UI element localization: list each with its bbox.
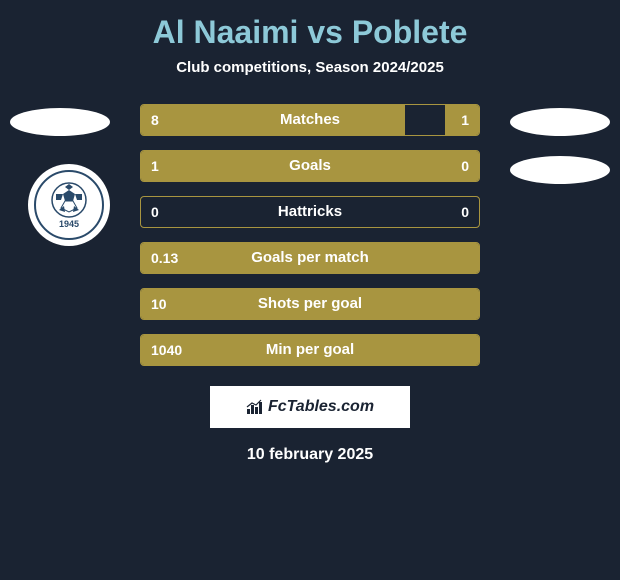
stat-row: 10Shots per goal	[140, 288, 480, 320]
club-badge-left: 1945	[28, 164, 110, 246]
player-badge-right	[510, 108, 610, 136]
stat-label: Min per goal	[141, 335, 479, 365]
stat-row: 0.13Goals per match	[140, 242, 480, 274]
stat-row: 10Goals	[140, 150, 480, 182]
stat-label: Hattricks	[141, 197, 479, 227]
subtitle: Club competitions, Season 2024/2025	[0, 59, 620, 76]
stat-label: Goals per match	[141, 243, 479, 273]
stat-row: 1040Min per goal	[140, 334, 480, 366]
club-badge-left-inner: 1945	[34, 170, 104, 240]
stats-area: 81Matches 10Goals 00Hattricks 0.13Goals per…	[140, 104, 480, 366]
page-title: Al Naaimi vs Poblete	[0, 0, 620, 51]
stat-label: Matches	[141, 105, 479, 135]
chart-icon	[246, 399, 264, 415]
stat-label: Shots per goal	[141, 289, 479, 319]
footer-brand: FcTables.com	[210, 386, 410, 428]
stat-row: 00Hattricks	[140, 196, 480, 228]
club-badge-right	[510, 156, 610, 184]
content-area: 1945 81Matches 10Goals 00Hattricks 0.13Goal…	[0, 104, 620, 366]
soccer-ball-icon	[51, 182, 87, 218]
club-year-left: 1945	[59, 219, 79, 229]
stat-label: Goals	[141, 151, 479, 181]
stat-row: 81Matches	[140, 104, 480, 136]
footer-date: 10 february 2025	[0, 446, 620, 464]
footer-brand-text: FcTables.com	[268, 398, 374, 416]
player-badge-left	[10, 108, 110, 136]
